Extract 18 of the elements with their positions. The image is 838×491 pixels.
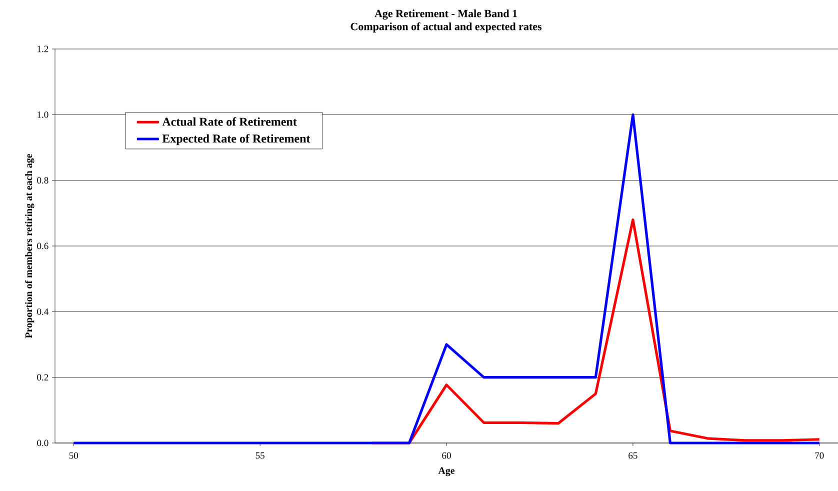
y-tick-label: 1.0 (38, 111, 48, 118)
y-axis-title: Proportion of members retiring at each age (24, 154, 34, 338)
y-tick-label: 0.2 (37, 374, 48, 381)
x-tick-label: 50 (69, 452, 78, 459)
y-tick-label: 0.0 (37, 440, 48, 446)
legend-label: Actual Rate of Retirement (162, 117, 297, 126)
y-tick-label: 0.8 (37, 177, 48, 184)
x-tick-label: 70 (815, 452, 824, 459)
y-tick-label: 0.4 (37, 308, 48, 315)
chart-subtitle: Comparison of actual and expected rates (350, 22, 542, 32)
x-tick-label: 65 (628, 452, 638, 459)
legend-label: Expected Rate of Retirement (162, 134, 310, 146)
x-axis-title: Age (438, 467, 455, 476)
y-tick-label: 0.6 (37, 242, 48, 250)
x-tick-label: 55 (256, 452, 264, 459)
x-tick-label: 60 (442, 452, 451, 459)
chart-title: Age Retirement - Male Band 1 (374, 10, 517, 20)
y-tick-label: 1.2 (38, 46, 48, 52)
